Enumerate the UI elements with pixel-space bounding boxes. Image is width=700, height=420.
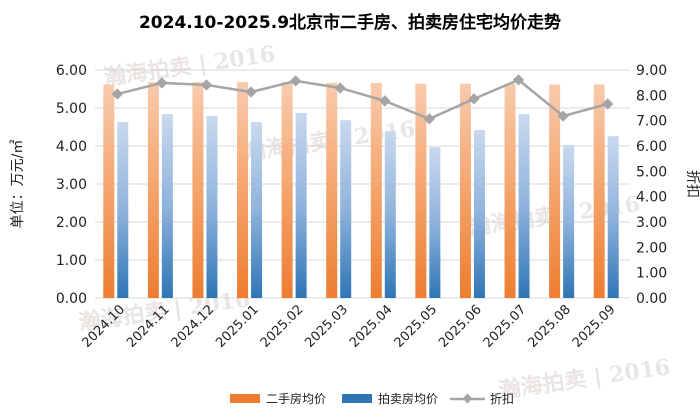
bar-ershoufang [147, 82, 159, 298]
x-tick-label: 2025.06 [436, 302, 485, 351]
bar-ershoufang [549, 84, 561, 298]
bar-ershoufang [593, 84, 605, 298]
bar-ershoufang [459, 83, 471, 299]
bar-ershoufang [504, 83, 516, 299]
y2-axis-label: 折扣 [684, 170, 700, 198]
y2-tick-label: 1.00 [636, 266, 667, 282]
bar-ershoufang [192, 82, 204, 298]
bar-ershoufang [281, 82, 293, 298]
bar-ershoufang [370, 82, 382, 298]
bar-paimaifang [295, 112, 307, 298]
x-tick-label: 2025.05 [392, 302, 441, 351]
y-tick-label: 3.00 [56, 177, 87, 193]
bar-paimaifang [340, 120, 352, 298]
bar-paimaifang [117, 122, 129, 298]
y2-tick-label: 3.00 [636, 215, 667, 231]
legend-marker-zhekou [462, 393, 473, 404]
chart-title: 2024.10-2025.9北京市二手房、拍卖房住宅均价走势 [138, 13, 562, 33]
x-tick-label: 2025.04 [347, 302, 396, 351]
bar-ershoufang [237, 82, 249, 298]
legend-label-paimaifang: 拍卖房均价 [378, 391, 438, 406]
y2-tick-label: 9.00 [636, 63, 667, 79]
y2-tick-label: 6.00 [636, 139, 667, 155]
y-tick-label: 5.00 [56, 101, 87, 117]
bar-paimaifang [429, 147, 441, 298]
line-marker-zhekou [200, 79, 213, 91]
y-tick-label: 0.00 [56, 291, 87, 307]
y-tick-label: 6.00 [56, 63, 87, 79]
y-tick-label: 4.00 [56, 139, 87, 155]
y2-tick-label: 8.00 [636, 88, 667, 104]
line-zhekou [116, 78, 609, 121]
bar-paimaifang [161, 114, 173, 298]
y-axis-label: 单位：万元/㎡ [10, 140, 26, 229]
bar-paimaifang [518, 114, 530, 298]
y-tick-label: 1.00 [56, 253, 87, 269]
bar-paimaifang [251, 122, 263, 298]
y2-tick-label: 4.00 [636, 190, 667, 206]
x-tick-label: 2025.09 [570, 302, 619, 351]
bar-ershoufang [415, 83, 427, 299]
x-tick-label: 2025.02 [258, 302, 307, 351]
y2-tick-label: 5.00 [636, 164, 667, 180]
bar-ershoufang [103, 84, 115, 298]
bar-paimaifang [473, 130, 485, 298]
y2-tick-label: 7.00 [636, 114, 667, 130]
legend-label-ershoufang: 二手房均价 [266, 391, 326, 406]
bar-paimaifang [384, 131, 396, 298]
bar-ershoufang [326, 82, 338, 298]
x-tick-label: 2025.03 [302, 302, 351, 351]
x-tick-label: 2025.07 [481, 302, 530, 351]
bar-paimaifang [206, 115, 218, 298]
y2-tick-label: 0.00 [636, 291, 667, 307]
legend-swatch-ershoufang [230, 394, 260, 403]
legend-label-zhekou: 折扣 [490, 391, 514, 406]
legend-swatch-paimaifang [342, 394, 372, 403]
x-tick-label: 2025.08 [525, 302, 574, 351]
watermark: 瀚海拍卖 | 2016 [497, 354, 672, 404]
bar-paimaifang [563, 144, 575, 298]
y2-tick-label: 2.00 [636, 240, 667, 256]
bar-paimaifang [607, 136, 619, 298]
y-tick-label: 2.00 [56, 215, 87, 231]
